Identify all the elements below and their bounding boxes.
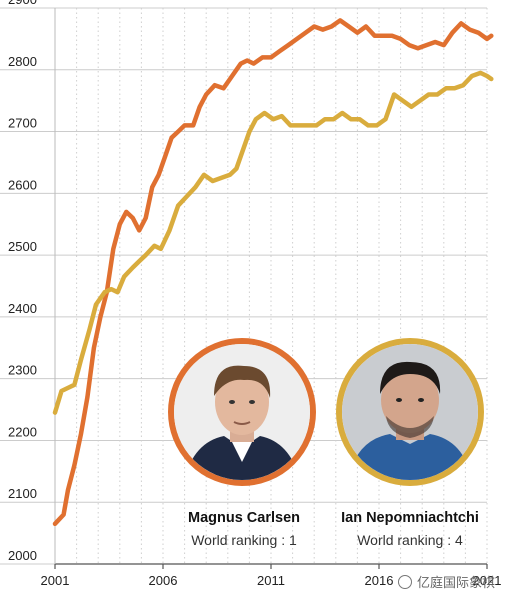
watermark: 亿庭国际象棋 bbox=[397, 572, 495, 591]
nepomniachtchi-rating-line bbox=[52, 70, 494, 415]
y-tick-label: 2600 bbox=[8, 177, 37, 192]
y-tick-label: 2700 bbox=[8, 116, 37, 131]
carlsen-caption: Magnus Carlsen World ranking : 1 bbox=[164, 510, 324, 548]
player-name: Ian Nepomniachtchi bbox=[341, 510, 479, 526]
player-ranking: World ranking : 4 bbox=[357, 532, 463, 548]
y-tick-labels: 2000 2100 2200 2300 2400 2500 2600 2700 2800 2900 bbox=[8, 0, 37, 563]
x-tick-label: 2021 bbox=[473, 573, 502, 588]
y-tick-label: 2500 bbox=[8, 239, 37, 254]
y-tick-label: 2300 bbox=[8, 363, 37, 378]
player-ranking: World ranking : 1 bbox=[191, 532, 297, 548]
y-tick-label: 2200 bbox=[8, 424, 37, 439]
y-tick-label: 2400 bbox=[8, 301, 37, 316]
y-tick-label: 2900 bbox=[8, 0, 37, 7]
x-tick-label: 2016 bbox=[365, 573, 394, 588]
nepomniachtchi-caption: Ian Nepomniachtchi World ranking : 4 bbox=[330, 510, 490, 548]
watermark-text: 亿庭国际象棋 bbox=[416, 575, 495, 590]
x-tick-label: 2011 bbox=[257, 573, 285, 588]
wechat-icon bbox=[397, 574, 412, 589]
y-tick-label: 2000 bbox=[8, 548, 37, 563]
y-tick-label: 2800 bbox=[8, 54, 37, 69]
player-name: Magnus Carlsen bbox=[188, 510, 300, 526]
carlsen-face-icon bbox=[174, 344, 310, 480]
nepomniachtchi-face-icon bbox=[342, 344, 478, 480]
y-tick-label: 2100 bbox=[8, 486, 37, 501]
series-lines bbox=[52, 18, 494, 527]
nepomniachtchi-portrait bbox=[336, 338, 484, 486]
x-tick-label: 2006 bbox=[149, 573, 178, 588]
x-tick-labels: 2001 2006 2011 2016 2021 bbox=[41, 573, 502, 588]
axes bbox=[54, 8, 488, 569]
carlsen-rating-line bbox=[52, 18, 494, 527]
carlsen-portrait bbox=[168, 338, 316, 486]
x-tick-label: 2001 bbox=[41, 573, 70, 588]
